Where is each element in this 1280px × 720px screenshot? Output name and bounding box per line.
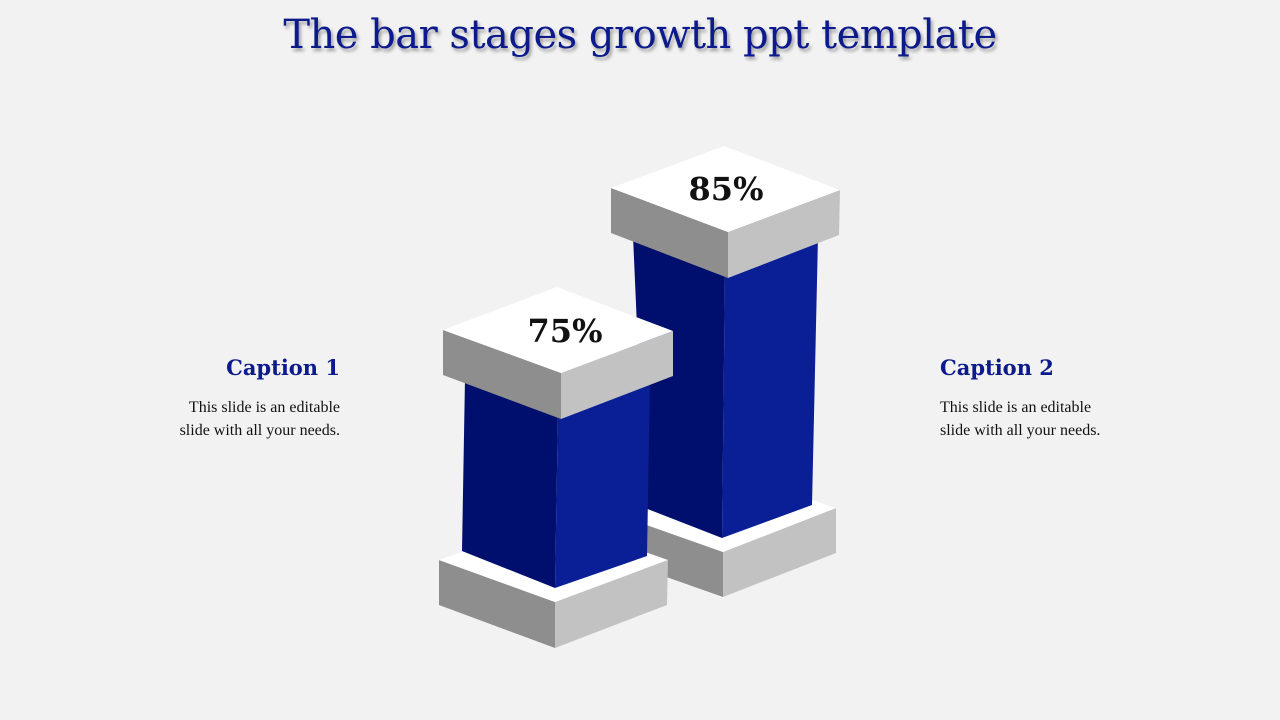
bar-1-cap-top (443, 287, 673, 373)
bar-2-column-right (722, 236, 818, 538)
bar-1-column (462, 378, 650, 588)
caption-2-text: This slide is an editable slide with all… (940, 396, 1170, 442)
bar-1-value-label: 75% (528, 312, 603, 350)
bar-2-base-right (723, 508, 836, 597)
bar-2-cap-right (728, 190, 840, 278)
bar-1-group: 75% (439, 287, 673, 648)
bar-2-column-left (633, 236, 725, 538)
caption-2-title: Caption 2 (940, 355, 1054, 380)
bar-1-base-right (555, 560, 668, 648)
caption-1-title: Caption 1 (226, 355, 340, 380)
caption-1-text: This slide is an editable slide with all… (110, 396, 340, 442)
caption-1-line-1: This slide is an editable (188, 399, 340, 416)
bar-2-group: 85% (610, 146, 840, 597)
caption-2-line-1: This slide is an editable (940, 399, 1092, 416)
slide-title: The bar stages growth ppt template (283, 12, 997, 58)
caption-2: Caption 2 This slide is an editable slid… (940, 355, 1170, 442)
bar-2-cap-top (611, 146, 840, 232)
bar-2-value-label: 85% (689, 170, 764, 208)
bar-1-cap-right (561, 331, 673, 419)
bar-1-column-right (555, 378, 650, 588)
bar-1-cap-left (443, 330, 561, 419)
bar-2-cap (611, 146, 840, 278)
bar-2-cap-left (611, 188, 728, 278)
caption-1-line-2: slide with all your needs. (179, 422, 340, 439)
bar-1-cap (443, 287, 673, 419)
caption-1: Caption 1 This slide is an editable slid… (110, 355, 340, 442)
bar-2-column (633, 236, 818, 538)
caption-2-line-2: slide with all your needs. (940, 422, 1101, 439)
bar-1-column-left (462, 378, 558, 588)
bar-1-base-left (439, 560, 555, 648)
